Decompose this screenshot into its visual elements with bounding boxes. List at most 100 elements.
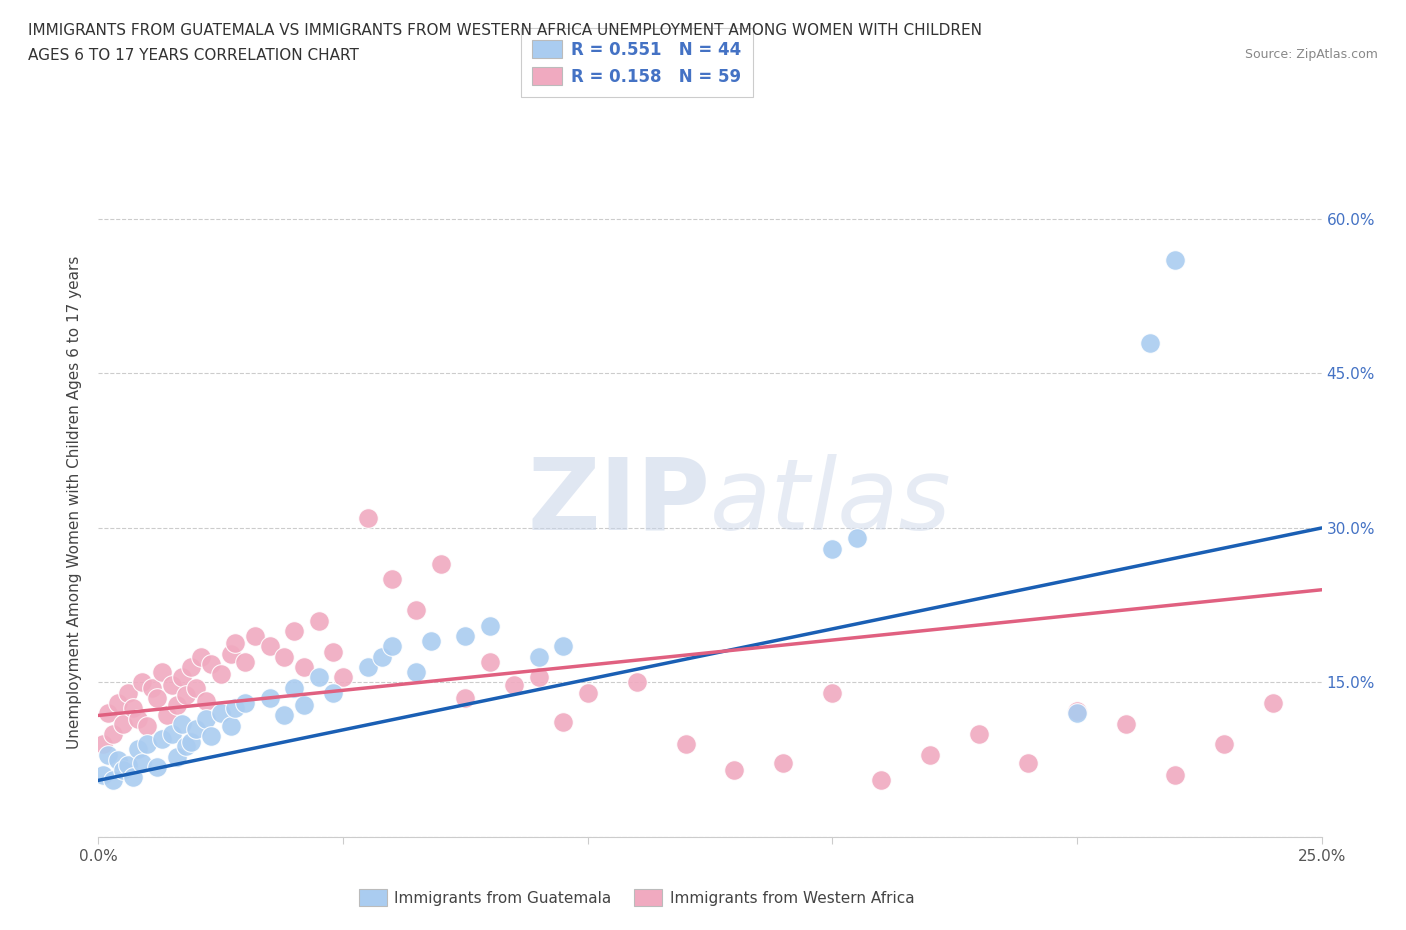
Point — [101, 773, 124, 788]
Point — [224, 701, 246, 716]
Point — [209, 706, 232, 721]
Point — [127, 711, 149, 726]
Point — [127, 742, 149, 757]
Point — [166, 750, 188, 764]
Point — [322, 685, 344, 700]
Point — [283, 680, 305, 695]
Point — [292, 659, 315, 674]
Point — [454, 629, 477, 644]
Point — [527, 649, 550, 664]
Point — [1164, 253, 1187, 268]
Point — [430, 556, 453, 571]
Point — [259, 639, 281, 654]
Text: IMMIGRANTS FROM GUATEMALA VS IMMIGRANTS FROM WESTERN AFRICA UNEMPLOYMENT AMONG W: IMMIGRANTS FROM GUATEMALA VS IMMIGRANTS … — [28, 23, 983, 38]
Point — [180, 735, 202, 750]
Point — [1066, 704, 1088, 719]
Point — [131, 675, 153, 690]
Point — [117, 685, 139, 700]
Point — [136, 718, 159, 733]
Point — [146, 690, 169, 705]
Point — [219, 718, 242, 733]
Point — [1261, 696, 1284, 711]
Point — [243, 629, 266, 644]
Point — [283, 623, 305, 638]
Point — [186, 722, 208, 737]
Point — [200, 728, 222, 743]
Point — [1212, 737, 1234, 751]
Point — [136, 737, 159, 751]
Point — [209, 667, 232, 682]
Point — [405, 665, 427, 680]
Point — [200, 657, 222, 671]
Point — [553, 714, 575, 729]
Point — [1017, 755, 1039, 770]
Point — [332, 670, 354, 684]
Point — [195, 711, 218, 726]
Point — [576, 685, 599, 700]
Point — [273, 708, 295, 723]
Y-axis label: Unemployment Among Women with Children Ages 6 to 17 years: Unemployment Among Women with Children A… — [67, 256, 83, 749]
Point — [626, 675, 648, 690]
Point — [121, 701, 143, 716]
Point — [381, 639, 404, 654]
Point — [166, 698, 188, 712]
Point — [160, 677, 183, 692]
Point — [97, 747, 120, 762]
Point — [1115, 716, 1137, 731]
Point — [308, 670, 330, 684]
Point — [870, 773, 893, 788]
Point — [150, 732, 173, 747]
Point — [967, 726, 990, 741]
Point — [131, 755, 153, 770]
Point — [527, 670, 550, 684]
Point — [420, 634, 443, 649]
Point — [180, 659, 202, 674]
Point — [170, 716, 193, 731]
Point — [405, 603, 427, 618]
Point — [233, 655, 256, 670]
Point — [224, 636, 246, 651]
Point — [478, 618, 501, 633]
Point — [821, 685, 844, 700]
Point — [111, 716, 134, 731]
Point — [91, 768, 114, 783]
Point — [186, 680, 208, 695]
Point — [1164, 768, 1187, 783]
Point — [121, 770, 143, 785]
Point — [454, 690, 477, 705]
Point — [356, 659, 378, 674]
Point — [356, 511, 378, 525]
Point — [675, 737, 697, 751]
Point — [845, 531, 868, 546]
Point — [553, 639, 575, 654]
Point — [190, 649, 212, 664]
Point — [233, 696, 256, 711]
Point — [219, 646, 242, 661]
Point — [160, 726, 183, 741]
Point — [371, 649, 394, 664]
Point — [170, 670, 193, 684]
Point — [821, 541, 844, 556]
Point — [101, 726, 124, 741]
Point — [723, 763, 745, 777]
Point — [91, 737, 114, 751]
Legend: Immigrants from Guatemala, Immigrants from Western Africa: Immigrants from Guatemala, Immigrants fr… — [349, 878, 925, 916]
Point — [920, 747, 942, 762]
Point — [141, 680, 163, 695]
Point — [322, 644, 344, 659]
Point — [1066, 706, 1088, 721]
Point — [146, 760, 169, 775]
Point — [292, 698, 315, 712]
Text: ZIP: ZIP — [527, 454, 710, 551]
Point — [381, 572, 404, 587]
Point — [1139, 335, 1161, 350]
Text: Source: ZipAtlas.com: Source: ZipAtlas.com — [1244, 48, 1378, 61]
Point — [273, 649, 295, 664]
Point — [503, 677, 526, 692]
Text: atlas: atlas — [710, 454, 952, 551]
Point — [156, 708, 179, 723]
Point — [259, 690, 281, 705]
Point — [117, 757, 139, 772]
Point — [195, 694, 218, 709]
Point — [111, 763, 134, 777]
